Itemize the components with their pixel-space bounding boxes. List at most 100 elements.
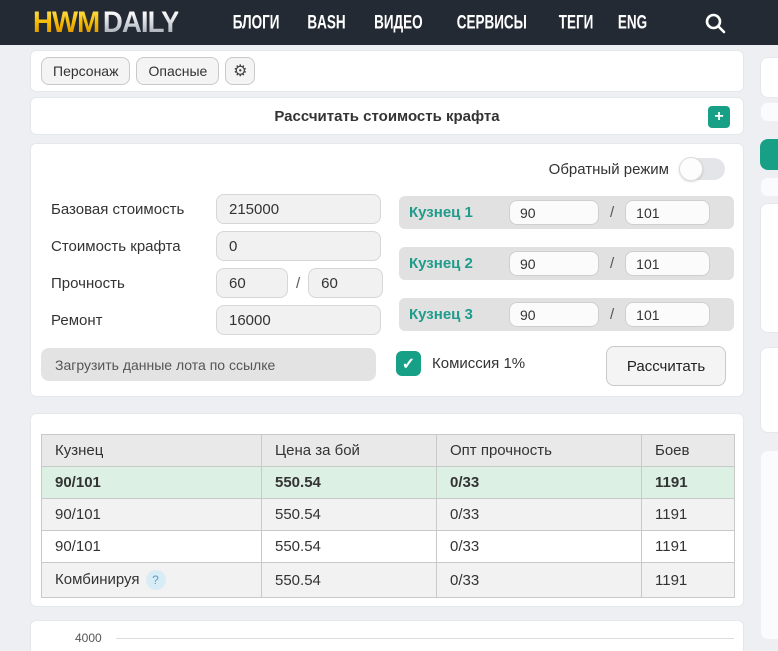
- cell-price: 550.54: [261, 466, 437, 499]
- smith-2-max-input[interactable]: [625, 251, 711, 276]
- commission-row: ✓ Комиссия 1%: [396, 351, 525, 376]
- cell-opt: 0/33: [436, 466, 642, 499]
- table-row[interactable]: Комбинируя? 550.54 0/33 1191: [41, 562, 735, 598]
- smith-1-separator: /: [610, 204, 615, 221]
- nav-item-video[interactable]: ВИДЕО: [374, 11, 423, 33]
- header-fights: Боев: [641, 434, 735, 467]
- table-row[interactable]: 90/101 550.54 0/33 1191: [41, 466, 735, 499]
- reverse-mode-row: Обратный режим: [548, 157, 725, 181]
- durability-current-input[interactable]: [216, 268, 288, 298]
- craft-cost-input[interactable]: [216, 231, 381, 261]
- smith-row-1: Кузнец 1 /: [399, 196, 734, 229]
- check-icon: ✓: [401, 355, 416, 373]
- sidebar-stub-6[interactable]: [760, 450, 778, 640]
- smith-1-label: Кузнец 1: [409, 204, 473, 221]
- chart-gridline: [116, 638, 734, 639]
- reverse-mode-label: Обратный режим: [548, 160, 669, 178]
- cell-fights: 1191: [641, 498, 735, 531]
- table-header-row: Кузнец Цена за бой Опт прочность Боев: [41, 434, 735, 467]
- cell-fights: 1191: [641, 562, 735, 598]
- table-row[interactable]: 90/101 550.54 0/33 1191: [41, 530, 735, 563]
- header-opt: Опт прочность: [436, 434, 642, 467]
- smith-3-level-input[interactable]: [509, 302, 599, 327]
- smith-2-level-input[interactable]: [509, 251, 599, 276]
- sidebar-stub-green[interactable]: [760, 139, 778, 170]
- cell-opt: 0/33: [436, 530, 642, 563]
- tags-bar: Персонаж Опасные ⚙: [30, 50, 744, 92]
- tag-button-dangerous[interactable]: Опасные: [136, 57, 220, 85]
- smith-1-max-input[interactable]: [625, 200, 711, 225]
- sidebar-stub-1[interactable]: [760, 57, 778, 98]
- tag-button-character[interactable]: Персонаж: [41, 57, 131, 85]
- gear-icon: ⚙: [233, 63, 248, 80]
- sidebar-stub-5[interactable]: [760, 347, 778, 433]
- cell-smith: 90/101: [41, 498, 262, 531]
- smith-3-label: Кузнец 3: [409, 306, 473, 323]
- smith-3-max-input[interactable]: [625, 302, 711, 327]
- nav-item-blogs[interactable]: БЛОГИ: [232, 11, 280, 33]
- tag-settings-button[interactable]: ⚙: [225, 57, 256, 85]
- search-icon[interactable]: [703, 11, 727, 35]
- cell-fights: 1191: [641, 466, 735, 499]
- cell-price: 550.54: [261, 530, 437, 563]
- durability-label: Прочность: [51, 274, 125, 292]
- header-smith: Кузнец: [41, 434, 262, 467]
- sidebar-stub-4[interactable]: [760, 203, 778, 333]
- chart-panel: 4000: [30, 620, 744, 651]
- cell-smith: 90/101: [41, 466, 262, 499]
- repair-label: Ремонт: [51, 311, 103, 329]
- page-title: Рассчитать стоимость крафта: [274, 107, 500, 125]
- nav-item-tags[interactable]: ТЕГИ: [558, 11, 594, 33]
- craft-cost-label: Стоимость крафта: [51, 237, 181, 255]
- site-logo[interactable]: HWM DAILY: [33, 6, 179, 40]
- field-row-craft-cost: Стоимость крафта: [51, 231, 381, 261]
- smith-1-level-input[interactable]: [509, 200, 599, 225]
- smith-2-label: Кузнец 2: [409, 255, 473, 272]
- cell-price: 550.54: [261, 562, 437, 598]
- calculator-form: Обратный режим Базовая стоимость Стоимос…: [30, 143, 744, 397]
- field-row-base-cost: Базовая стоимость: [51, 194, 381, 224]
- logo-part-hwm: HWM: [33, 5, 100, 39]
- nav-item-services[interactable]: СЕРВИСЫ: [456, 11, 527, 33]
- base-cost-label: Базовая стоимость: [51, 200, 185, 218]
- help-icon[interactable]: ?: [145, 570, 166, 590]
- results-panel: Кузнец Цена за бой Опт прочность Боев 90…: [30, 413, 744, 607]
- cell-smith: Комбинируя?: [41, 562, 262, 598]
- base-cost-input[interactable]: [216, 194, 381, 224]
- cell-price: 550.54: [261, 498, 437, 531]
- field-row-repair: Ремонт: [51, 305, 381, 335]
- field-row-durability: Прочность /: [51, 268, 384, 298]
- top-navbar: HWM DAILY БЛОГИ BASH ВИДЕО СЕРВИСЫ ТЕГИ …: [0, 0, 778, 45]
- cell-opt: 0/33: [436, 498, 642, 531]
- reverse-mode-toggle[interactable]: [679, 157, 725, 181]
- smith-row-3: Кузнец 3 /: [399, 298, 734, 331]
- toggle-knob: [679, 157, 703, 181]
- results-table: Кузнец Цена за бой Опт прочность Боев 90…: [41, 434, 735, 598]
- smith-3-separator: /: [610, 306, 615, 323]
- smith-row-2: Кузнец 2 /: [399, 247, 734, 280]
- repair-input[interactable]: [216, 305, 381, 335]
- add-button[interactable]: +: [708, 106, 730, 128]
- chart-y-tick: 4000: [75, 631, 102, 645]
- calculate-button[interactable]: Рассчитать: [606, 346, 726, 386]
- sidebar-stub-3[interactable]: [760, 177, 778, 197]
- combining-label: Комбинируя: [55, 570, 140, 588]
- lot-link-input[interactable]: [41, 348, 376, 381]
- table-row[interactable]: 90/101 550.54 0/33 1191: [41, 498, 735, 531]
- cell-opt: 0/33: [436, 562, 642, 598]
- header-price: Цена за бой: [261, 434, 437, 467]
- smith-2-separator: /: [610, 255, 615, 272]
- main-nav: БЛОГИ BASH ВИДЕО СЕРВИСЫ ТЕГИ ENG: [225, 0, 652, 45]
- logo-part-daily: DAILY: [102, 5, 180, 39]
- calculator-title-bar: Рассчитать стоимость крафта +: [30, 97, 744, 135]
- cell-smith: 90/101: [41, 530, 262, 563]
- commission-label: Комиссия 1%: [432, 355, 526, 372]
- commission-checkbox[interactable]: ✓: [396, 351, 421, 376]
- plus-icon: +: [714, 108, 724, 125]
- nav-item-eng[interactable]: ENG: [617, 11, 647, 33]
- nav-item-bash[interactable]: BASH: [307, 11, 346, 33]
- cell-fights: 1191: [641, 530, 735, 563]
- durability-max-input[interactable]: [308, 268, 384, 298]
- durability-separator: /: [296, 274, 301, 292]
- sidebar-stub-2[interactable]: [760, 102, 778, 122]
